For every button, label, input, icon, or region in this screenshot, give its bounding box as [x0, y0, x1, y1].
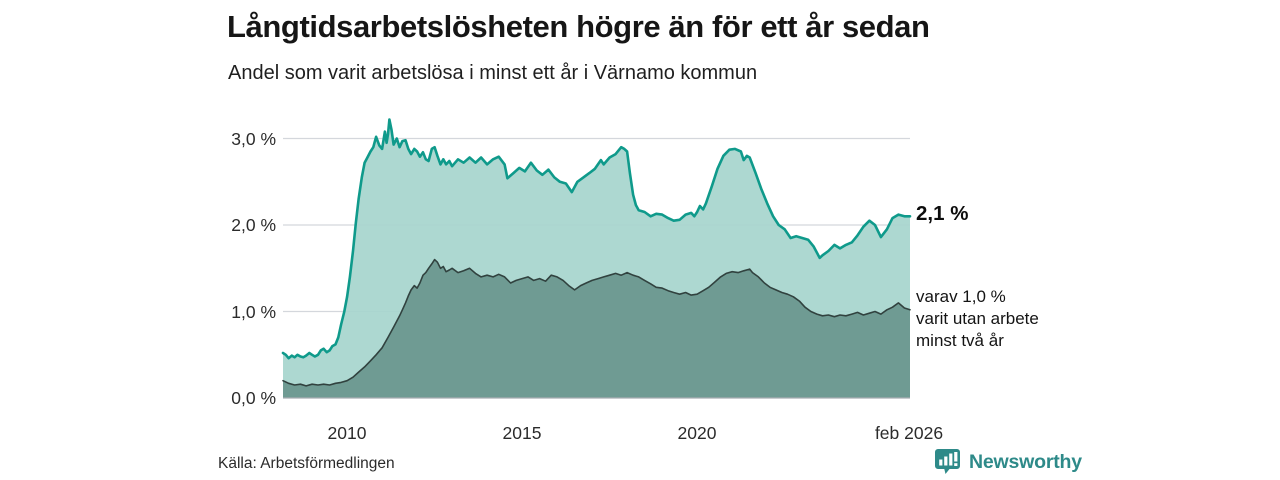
bar-3	[949, 453, 953, 466]
endpoint-subseries-label: varav 1,0 % varit utan arbete minst två …	[916, 286, 1039, 352]
y-tick-label-2pct: 2,0 %	[231, 215, 276, 235]
endpoint-value-label: 2,1 %	[916, 202, 969, 225]
exclamation-dot	[954, 463, 958, 466]
bar-2	[944, 456, 948, 466]
two-year-unemployed-line	[282, 258, 911, 387]
y-tick-label-0pct: 0,0 %	[231, 388, 276, 408]
subseries-label-line-3: minst två år	[916, 331, 1004, 350]
source-note: Källa: Arbetsförmedlingen	[218, 455, 395, 472]
chart-title: Långtidsarbetslösheten högre än för ett …	[227, 9, 930, 44]
bar-1	[939, 459, 943, 466]
subseries-label-line-1: varav 1,0 %	[916, 287, 1006, 306]
exclamation-bar	[954, 452, 958, 462]
x-tick-label-2015: 2015	[502, 423, 542, 443]
y-tick-label-1pct: 1,0 %	[231, 301, 276, 322]
x-tick-label-2010: 2010	[327, 423, 367, 443]
speech-bubble-shape	[935, 449, 960, 474]
x-tick-label-2020: 2020	[677, 423, 717, 443]
x-tick-label-feb-2026: feb 2026	[874, 423, 944, 443]
newsworthy-logo-icon	[935, 449, 960, 474]
brand-logo: Newsworthy	[933, 447, 1082, 477]
brand-name: Newsworthy	[969, 450, 1082, 473]
two-year-unemployed-area	[283, 259, 910, 398]
total-unemployed-line	[281, 118, 912, 360]
chart-subtitle: Andel som varit arbetslösa i minst ett å…	[228, 62, 758, 84]
y-tick-label-3pct: 3,0 %	[231, 128, 276, 149]
subseries-label-line-2: varit utan arbete	[916, 309, 1039, 328]
